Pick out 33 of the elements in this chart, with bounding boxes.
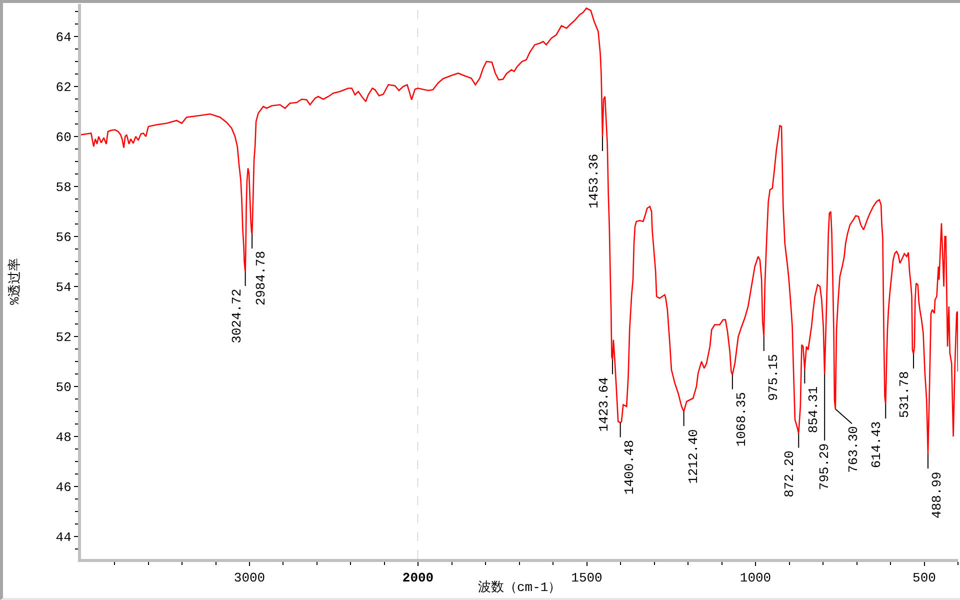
- annotation: 854.31: [806, 386, 822, 434]
- annotation: 1423.64: [596, 376, 612, 432]
- x-axis-title: 波数（cm-1）: [478, 580, 562, 595]
- annotation: 763.30: [846, 426, 861, 473]
- annotation: 2984.78: [254, 250, 269, 306]
- annotation: 531.78: [897, 371, 912, 418]
- x-tick-label: 500: [912, 570, 936, 586]
- y-axis-title: %透过率: [6, 258, 23, 305]
- y-tick-label: 58: [56, 180, 72, 196]
- x-tick-label: 2000: [402, 570, 434, 586]
- annotation: 488.99: [929, 472, 944, 518]
- y-tick-label: 46: [56, 480, 72, 496]
- x-tick-label: 1500: [571, 570, 602, 586]
- annotation: 1400.48: [622, 440, 638, 495]
- annotation: 614.43: [869, 421, 884, 468]
- annotation: 1212.40: [686, 429, 701, 484]
- annotation: 3024.72: [229, 288, 244, 344]
- annotation: 872.20: [782, 450, 797, 498]
- y-tick-label: 54: [56, 280, 72, 296]
- annotation: 1453.36: [586, 154, 602, 208]
- y-tick-label: 48: [56, 430, 72, 446]
- y-tick-label: 52: [56, 330, 72, 346]
- y-tick-label: 64: [56, 30, 72, 46]
- y-tick-label: 60: [56, 130, 72, 146]
- annotation: 975.15: [766, 354, 781, 401]
- annotation: 795.29: [817, 443, 832, 490]
- x-tick-label: 3000: [234, 570, 266, 586]
- annotation: 1068.35: [734, 392, 750, 447]
- y-tick-label: 56: [56, 230, 72, 246]
- x-tick-label: 1000: [740, 570, 772, 586]
- y-tick-label: 50: [56, 380, 72, 396]
- y-tick-label: 44: [56, 530, 72, 546]
- y-tick-label: 62: [56, 80, 72, 96]
